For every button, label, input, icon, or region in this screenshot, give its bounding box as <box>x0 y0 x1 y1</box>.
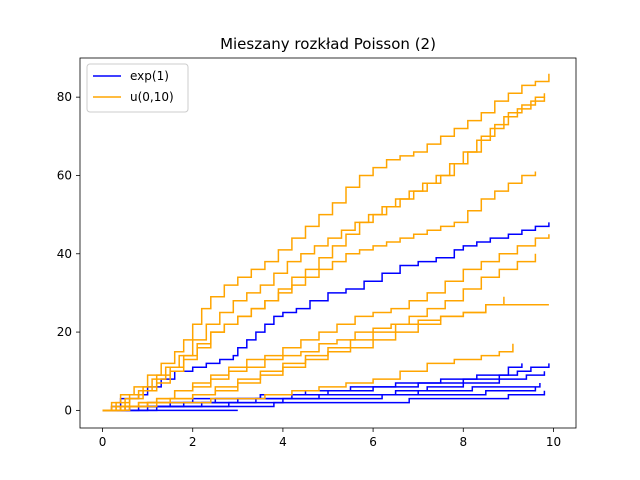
x-tick-label: 6 <box>369 435 377 449</box>
y-tick-label: 80 <box>57 90 72 104</box>
series-line-exp-3 <box>102 371 546 412</box>
series-line-u-10 <box>102 97 546 412</box>
x-tick-label: 10 <box>546 435 561 449</box>
series-line-u-13 <box>102 253 537 412</box>
y-tick-label: 40 <box>57 247 72 261</box>
chart-title: Mieszany rozkład Poisson (2) <box>220 35 436 53</box>
ticks-layer: 0 2 4 6 8 10 0 20 40 60 80 <box>57 90 561 449</box>
legend: exp(1) u(0,10) <box>86 63 189 113</box>
series-layer <box>102 73 550 412</box>
series-line-exp-6 <box>102 390 546 412</box>
series-line-exp-0 <box>102 222 550 412</box>
series-line-u-15 <box>102 296 505 412</box>
x-tick-label: 0 <box>99 435 107 449</box>
series-line-u-16 <box>102 343 514 412</box>
series-line-exp-2 <box>102 363 523 412</box>
plot-frame <box>79 57 577 429</box>
x-tick-label: 2 <box>189 435 197 449</box>
y-tick-label: 20 <box>57 325 72 339</box>
y-tick-label: 0 <box>64 403 72 417</box>
legend-label-u: u(0,10) <box>130 90 174 104</box>
y-tick-label: 60 <box>57 168 72 182</box>
x-tick-label: 8 <box>459 435 467 449</box>
series-line-u-8 <box>102 73 550 412</box>
series-line-u-11 <box>102 171 537 412</box>
legend-label-exp: exp(1) <box>130 69 169 83</box>
x-tick-label: 4 <box>279 435 287 449</box>
